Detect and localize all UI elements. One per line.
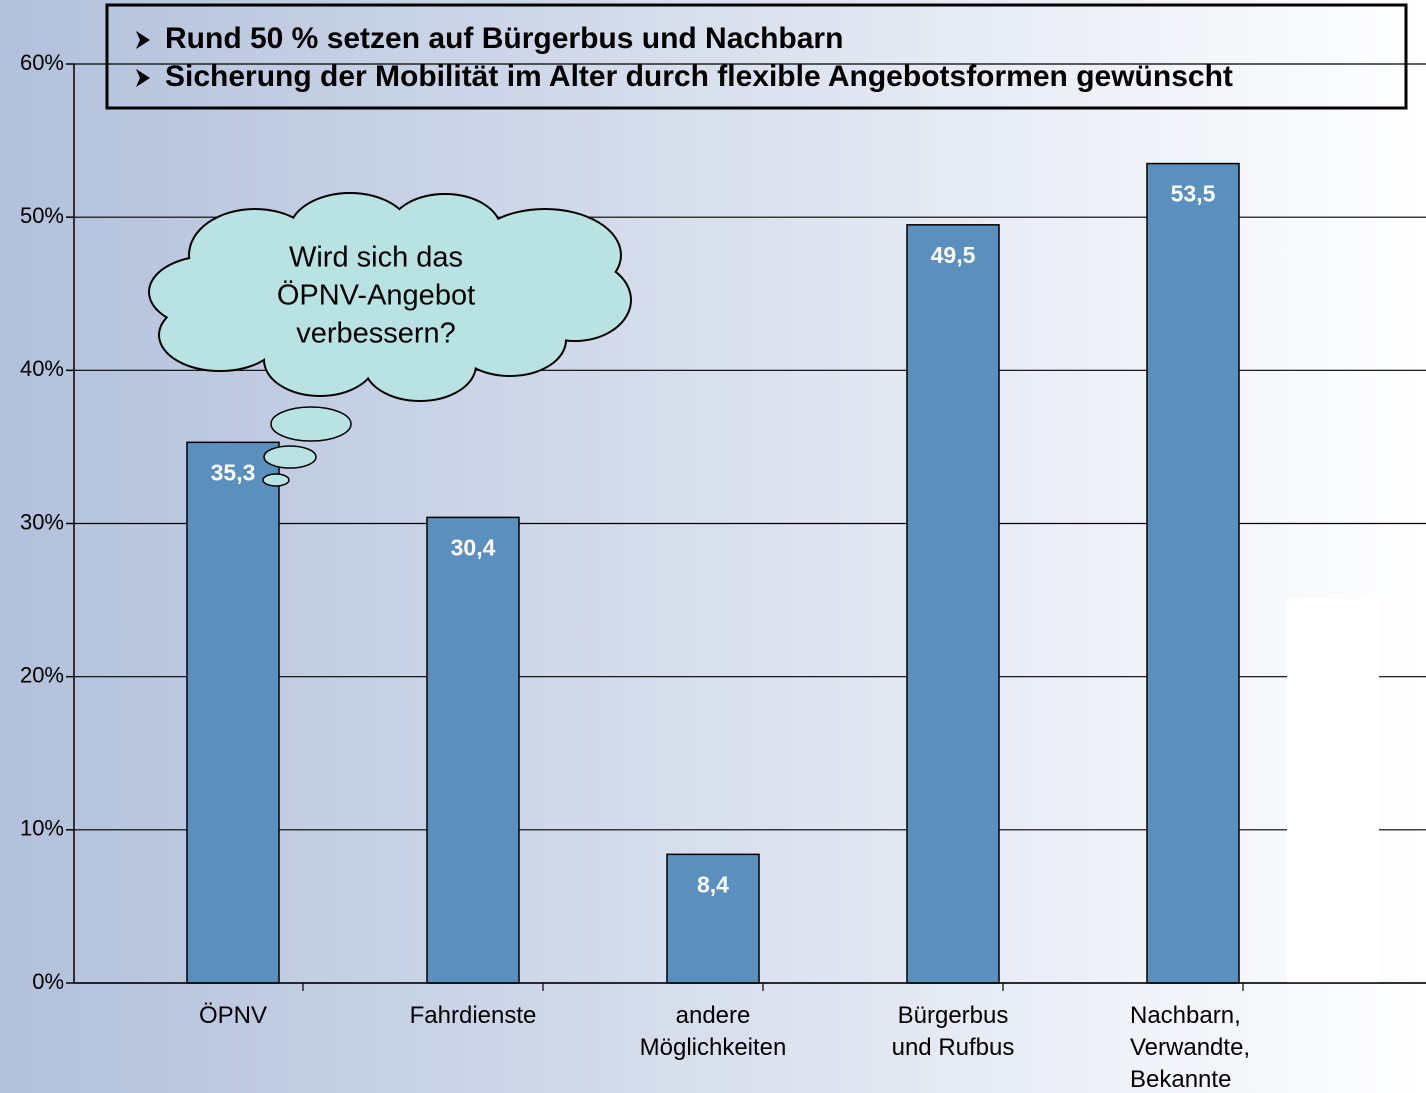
callout-text: ÖPNV-Angebot bbox=[277, 280, 475, 312]
x-tick-label-group: ÖPNV bbox=[199, 1002, 267, 1029]
y-tick-label: 0% bbox=[32, 969, 64, 994]
callout-text: Wird sich das bbox=[289, 242, 463, 274]
x-tick-label-group: Bürgerbus und Rufbus bbox=[892, 1002, 1015, 1061]
y-tick-label: 30% bbox=[20, 509, 64, 534]
x-tick-label-group: Fahrdienste bbox=[410, 1002, 537, 1029]
y-tick-label: 40% bbox=[20, 356, 64, 381]
x-tick-label: Bekannte bbox=[1130, 1066, 1231, 1093]
value-label: 8,4 bbox=[697, 871, 729, 897]
x-tick-label: Möglichkeiten bbox=[640, 1034, 787, 1061]
value-label: 35,3 bbox=[211, 459, 256, 485]
bullet-arrow bbox=[136, 31, 150, 49]
bar bbox=[1287, 598, 1379, 983]
x-tick-label: Nachbarn, bbox=[1130, 1002, 1241, 1029]
value-label: 49,5 bbox=[931, 242, 976, 268]
x-tick-label: Verwandte, bbox=[1130, 1034, 1250, 1061]
x-tick-label: andere bbox=[676, 1002, 751, 1029]
x-tick-label: Fahrdienste bbox=[410, 1002, 537, 1029]
x-tick-label: ÖPNV bbox=[199, 1002, 267, 1029]
x-tick-label: Bürgerbus bbox=[898, 1002, 1009, 1029]
bar bbox=[1146, 162, 1240, 984]
bar bbox=[906, 224, 1000, 984]
x-tick-label-group: Nachbarn, Verwandte, Bekannte bbox=[1130, 1002, 1250, 1093]
annotation-box bbox=[105, 3, 1408, 110]
y-tick-label: 20% bbox=[20, 662, 64, 687]
y-tick-label: 50% bbox=[20, 203, 64, 228]
value-label: 53,5 bbox=[1171, 181, 1216, 207]
y-tick-label: 60% bbox=[20, 50, 64, 75]
value-label: 25,1 bbox=[1311, 616, 1356, 642]
x-tick-label: und Rufbus bbox=[892, 1034, 1015, 1061]
x-tick-label-group: andere Möglichkeiten bbox=[640, 1002, 787, 1061]
callout-cloud bbox=[148, 192, 632, 487]
bullet-arrow bbox=[136, 69, 150, 87]
annotation: Sicherung der Mobilität im Alter durch f… bbox=[165, 60, 1233, 93]
callout-text: verbessern? bbox=[296, 318, 456, 350]
bar bbox=[426, 516, 520, 984]
bar bbox=[186, 441, 280, 984]
y-tick-label: 10% bbox=[20, 816, 64, 841]
annotation: Rund 50 % setzen auf Bürgerbus und Nachb… bbox=[165, 22, 843, 55]
value-label: 30,4 bbox=[451, 534, 496, 560]
